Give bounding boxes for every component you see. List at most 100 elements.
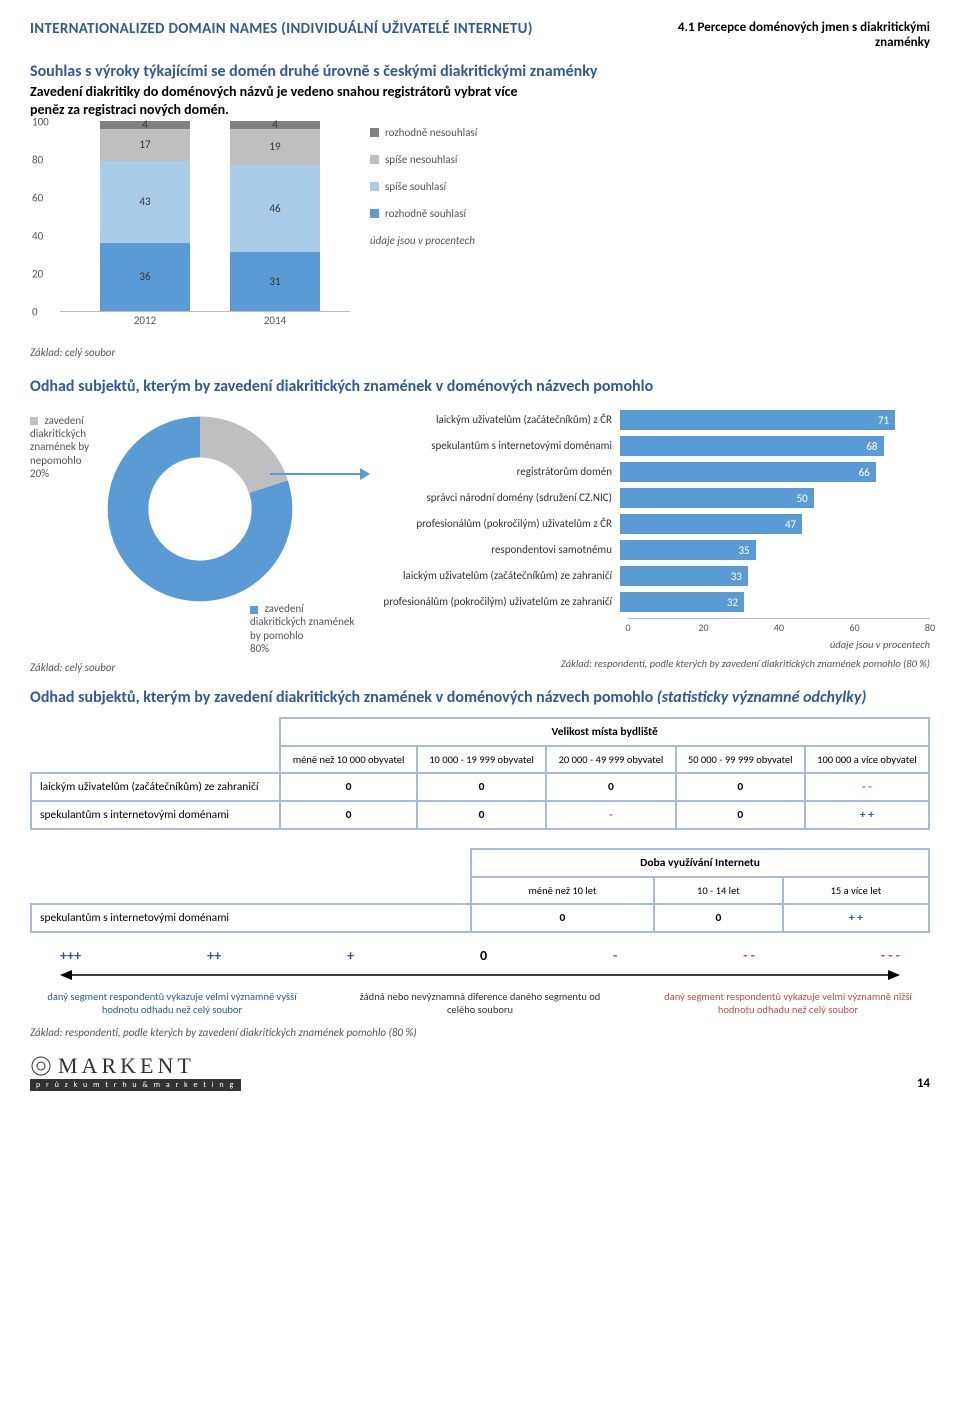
x-tick: 60 [849,621,859,634]
bar-column: 4174336 [100,121,190,311]
chart-note: údaje jsou v procentech [370,234,477,247]
hbar-label: spekulantům s internetovými doménami [370,440,620,453]
bar-segment: 36 [100,243,190,311]
donut-svg [105,414,295,604]
legend-label: rozhodně nesouhlasí [385,126,477,139]
legend-label: spíše nesouhlasí [385,153,457,166]
table-cell: 0 [417,773,546,801]
hbar-label: registrátorům domén [370,466,620,479]
table-cell: 0 [417,801,546,829]
table-cell: 0 [280,773,417,801]
legend-item: spíše souhlasí [370,180,477,193]
legend-label: spíše souhlasí [385,180,446,193]
y-tick: 0 [32,306,38,319]
y-tick: 60 [32,192,43,205]
y-tick: 100 [32,116,49,129]
hbar-axis: 020406080 [628,618,930,636]
scale-item: - - [743,947,755,964]
legend-square-icon [370,209,379,218]
bar-segment: 31 [230,252,320,311]
explain-neg: daný segment respondentů vykazuje velmi … [656,990,920,1016]
table-col-header: 10 000 - 19 999 obyvatel [417,746,546,773]
stacked-bar-chart: 0204060801004174336201241946312014 rozho… [30,122,930,342]
table-group-header: Velikost místa bydliště [280,718,929,746]
scale-item: +++ [60,947,81,964]
hbar-fill: 32 [620,592,744,612]
table-col-header: 50 000 - 99 999 obyvatel [676,746,805,773]
hbar-fill: 66 [620,462,876,482]
horizontal-bar-chart: laickým uživatelům (začátečníkům) z ČR71… [370,404,930,651]
explain-pos: daný segment respondentů vykazuje velmi … [40,990,304,1016]
hbar-track: 35 [620,540,930,560]
scale-item: ++ [207,947,221,964]
x-tick: 0 [625,621,630,634]
hbar-row: laickým uživatelům (začátečníkům) ze zah… [370,566,930,586]
hbar-row: respondentovi samotnému35 [370,540,930,560]
hbar-label: profesionálům (pokročilým) uživatelům ze… [370,596,620,609]
hbar-label: laickým uživatelům (začátečníkům) z ČR [370,414,620,427]
donut-label-yes-text: zavedení diakritických znamének by pomoh… [250,602,354,641]
legend-item: rozhodně souhlasí [370,207,477,220]
table-cell: 0 [676,801,805,829]
y-tick: 20 [32,268,43,281]
scale-item: + [347,947,354,964]
page-footer: MARKENT p r ů z k u m t r h u & m a r k … [30,1055,930,1091]
logo: MARKENT p r ů z k u m t r h u & m a r k … [30,1055,241,1091]
table-col-header: 100 000 a více obyvatel [805,746,929,773]
section2-hbar-basis: Základ: respondenti, podle kterých by za… [561,657,930,674]
hbar-track: 71 [620,410,930,430]
logo-icon [30,1055,52,1077]
significance-scale: ++++++0-- -- - - [30,947,930,964]
hbar-fill: 68 [620,436,884,456]
bar-segment: 17 [100,129,190,161]
table-cell: 0 [654,904,783,932]
x-tick: 40 [774,621,784,634]
bar-segment: 19 [230,129,320,165]
x-tick: 80 [925,621,935,634]
legend-square-icon [30,417,38,425]
section2-row: zavedení diakritických znamének by nepom… [30,404,930,651]
legend-square-icon [250,606,258,614]
bar-segment: 4 [100,121,190,129]
table-corner [31,718,280,746]
table-row-label: laickým uživatelům (začátečníkům) ze zah… [31,773,280,801]
table-col-header: 15 a více let [783,877,929,904]
hbar-label: respondentovi samotnému [370,544,620,557]
section3-title-main: Odhad subjektů, kterým by zavedení diakr… [30,688,657,707]
section1-subtitle: Zavedení diakritiky do doménových názvů … [30,83,550,118]
table-cell: + + [805,801,929,829]
table-row: spekulantům s internetovými doménami00-0… [31,801,929,829]
table-col-header: 20 000 - 49 999 obyvatel [546,746,675,773]
explain-mid: žádná nebo nevýznamná diference daného s… [348,990,612,1016]
donut-label-yes-pct: 80% [250,642,269,655]
section1-basis: Základ: celý soubor [30,346,930,359]
table-group-header: Doba využívání Internetu [471,849,929,877]
table-cell: 0 [471,904,654,932]
hbar-track: 50 [620,488,930,508]
hbar-label: profesionálům (pokročilým) uživatelům z … [370,518,620,531]
hbar-track: 66 [620,462,930,482]
chart-plot-area: 0204060801004174336201241946312014 [60,122,350,312]
hbar-row: profesionálům (pokročilým) uživatelům z … [370,514,930,534]
x-label: 2014 [230,314,320,327]
section-number: 4.1 Percepce doménových jmen s diakritic… [670,20,930,50]
bar-segment: 4 [230,121,320,129]
page-header: INTERNATIONALIZED DOMAIN NAMES (INDIVIDU… [30,20,930,50]
hbar-track: 32 [620,592,930,612]
hbar-track: 33 [620,566,930,586]
table-row-label: spekulantům s internetovými doménami [31,801,280,829]
table-doba: Doba využívání Internetuméně než 10 let 1… [30,848,930,933]
section3-title-italic: (statisticky významné odchylky) [657,688,867,707]
y-tick: 80 [32,154,43,167]
y-tick: 40 [32,230,43,243]
table-row: spekulantům s internetovými doménami00+ … [31,904,929,932]
table-col-header: méně než 10 let [471,877,654,904]
logo-subtitle: p r ů z k u m t r h u & m a r k e t i n … [30,1079,241,1091]
hbar-track: 47 [620,514,930,534]
table-corner [31,877,471,904]
section2-title: Odhad subjektů, kterým by zavedení diakr… [30,377,930,396]
table-cell: 0 [546,773,675,801]
hbar-row: laickým uživatelům (začátečníkům) z ČR71 [370,410,930,430]
hbar-row: správci národní domény (sdružení CZ.NIC)… [370,488,930,508]
donut-label-yes: zavedení diakritických znamének by pomoh… [250,602,360,655]
